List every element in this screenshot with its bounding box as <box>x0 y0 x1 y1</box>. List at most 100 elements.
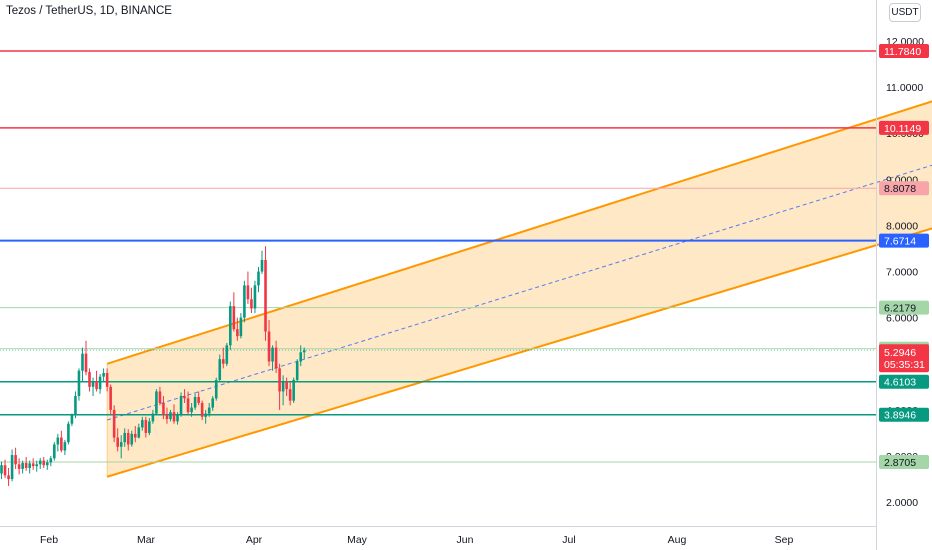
candle-body <box>221 359 225 364</box>
level-label-bg-3 <box>879 233 929 248</box>
y-tick-label: 2.0000 <box>886 497 918 509</box>
candle-body <box>162 402 165 415</box>
candle-body <box>53 444 56 459</box>
candle-body <box>207 407 211 414</box>
level-label-4: 6.2179 <box>884 303 916 315</box>
level-label-bg-4 <box>879 300 929 315</box>
candle-body <box>81 353 84 371</box>
level-label-bg-7 <box>879 407 929 422</box>
candle-body <box>239 317 243 337</box>
candle-body <box>141 420 144 428</box>
candle-body <box>130 433 134 445</box>
x-tick-label: Jul <box>562 534 575 546</box>
candle-body <box>200 402 204 417</box>
candle-body <box>7 475 10 480</box>
candle-body <box>267 331 271 362</box>
x-tick-label: Feb <box>40 534 58 546</box>
candle-body <box>123 432 127 443</box>
candle-body <box>119 442 123 447</box>
level-label-bg-1 <box>879 120 929 135</box>
candle-body <box>10 455 14 480</box>
level-label-8: 2.8705 <box>884 457 916 469</box>
candle-body <box>105 373 109 387</box>
candle-body <box>88 372 91 387</box>
candle-body <box>218 359 222 380</box>
candle-body <box>155 391 158 414</box>
y-tick-label: 8.0000 <box>886 220 918 232</box>
candle-body <box>102 373 105 377</box>
level-label-bg-8 <box>879 454 929 469</box>
candle-body <box>292 379 295 401</box>
candle-body <box>112 409 116 438</box>
candle-body <box>14 455 17 465</box>
candle-body <box>236 329 239 337</box>
last-price-label-bg <box>879 344 929 373</box>
level-label-7: 3.8946 <box>884 410 916 422</box>
candle-body <box>158 391 162 403</box>
y-tick-label: 6.0000 <box>886 313 918 325</box>
level-label-0: 11.7840 <box>884 46 921 58</box>
candle-body <box>38 460 42 465</box>
candle-body <box>264 260 267 332</box>
candle-body <box>257 271 260 286</box>
candle-body <box>271 347 274 362</box>
candle-body <box>281 382 285 392</box>
x-tick-label: Jun <box>457 534 474 546</box>
candle-body <box>133 433 137 438</box>
candle-body <box>70 415 74 424</box>
candle-body <box>197 396 200 403</box>
candle-body <box>31 463 35 467</box>
y-tick-label: 11.0000 <box>886 82 923 94</box>
candle-body <box>126 432 130 445</box>
candle-body <box>278 368 281 392</box>
candle-body <box>253 285 257 309</box>
candles-series <box>0 246 306 486</box>
candle-body <box>49 458 53 463</box>
x-tick-label: May <box>347 534 368 546</box>
x-tick-label: Aug <box>668 534 687 546</box>
candle-body <box>172 412 176 422</box>
candle-body <box>42 460 46 466</box>
last-price-label: 5.2946 <box>884 347 916 359</box>
level-label-6: 4.6103 <box>884 377 916 389</box>
candle-body <box>193 396 197 408</box>
countdown-label: 05:35:31 <box>884 359 925 371</box>
candle-body <box>169 412 172 420</box>
candle-body <box>63 442 67 451</box>
candle-body <box>151 413 155 422</box>
y-tick-label: 7.0000 <box>886 267 918 279</box>
candle-body <box>186 398 190 413</box>
candle-body <box>17 464 21 469</box>
candle-body <box>109 386 112 410</box>
candle-body <box>179 396 183 415</box>
candle-body <box>229 306 232 346</box>
x-tick-label: Sep <box>775 534 794 546</box>
candle-body <box>165 414 169 420</box>
level-label-bg-6 <box>879 374 929 389</box>
candle-body <box>176 414 179 422</box>
candle-body <box>24 462 28 468</box>
candle-body <box>295 361 299 380</box>
level-label-2: 8.8078 <box>884 183 916 195</box>
horizontal-levels[interactable] <box>0 50 876 463</box>
channel-lower-line <box>106 227 932 478</box>
level-label-bg-2 <box>879 181 929 196</box>
candle-body <box>98 376 102 390</box>
candle-body <box>28 463 31 468</box>
candle-body <box>250 299 253 309</box>
candle-body <box>137 427 141 438</box>
candle-body <box>148 421 151 433</box>
candle-body <box>45 462 49 466</box>
x-tick-label: Mar <box>137 534 156 546</box>
candle-body <box>35 464 39 467</box>
candle-body <box>116 437 119 447</box>
currency-button[interactable]: USDT <box>889 3 921 22</box>
channel-fill <box>107 101 932 477</box>
candle-body <box>60 437 63 451</box>
level-label-bg-0 <box>879 43 929 58</box>
candle-body <box>288 389 292 401</box>
candle-body <box>95 381 98 390</box>
candle-body <box>214 379 218 399</box>
